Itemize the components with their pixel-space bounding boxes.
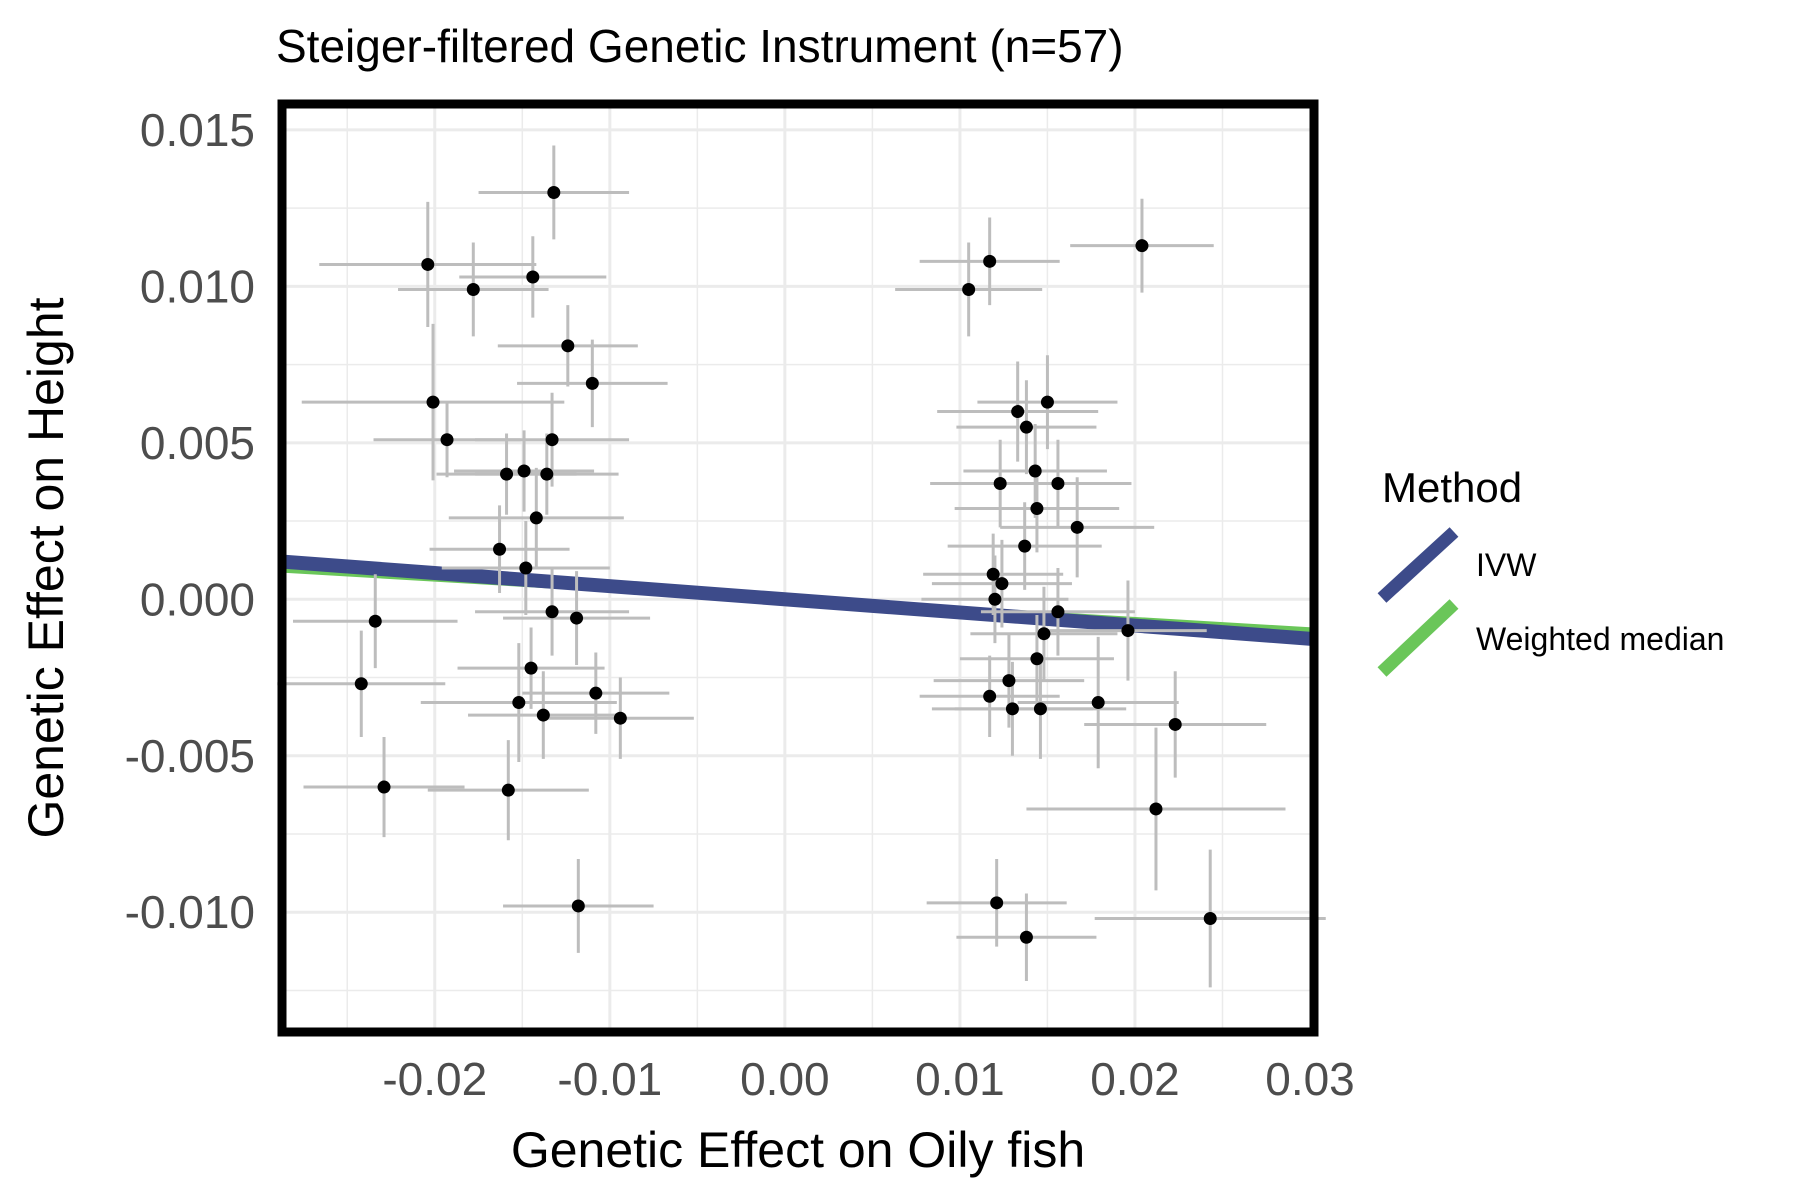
x-tick-label: -0.01 bbox=[557, 1053, 662, 1105]
data-point bbox=[993, 477, 1007, 491]
data-point bbox=[1051, 477, 1065, 491]
data-point bbox=[547, 185, 561, 199]
legend-title: Method bbox=[1382, 464, 1522, 511]
data-point bbox=[1018, 539, 1032, 553]
data-point bbox=[990, 896, 1004, 910]
y-tick-label: -0.010 bbox=[125, 886, 255, 938]
data-point bbox=[540, 467, 554, 481]
y-tick-label: 0.015 bbox=[140, 104, 255, 156]
data-point bbox=[1149, 802, 1163, 816]
data-point bbox=[571, 899, 585, 913]
data-point bbox=[1121, 624, 1135, 638]
data-point bbox=[517, 464, 531, 478]
data-point bbox=[1168, 717, 1182, 731]
data-point bbox=[570, 611, 584, 625]
data-point bbox=[1070, 520, 1084, 534]
data-point bbox=[1135, 239, 1149, 253]
data-point bbox=[589, 686, 603, 700]
data-point bbox=[613, 711, 627, 725]
chart-title: Steiger-filtered Genetic Instrument (n=5… bbox=[276, 20, 1124, 72]
data-points bbox=[354, 185, 1217, 944]
x-tick-label: 0.00 bbox=[740, 1053, 830, 1105]
data-point bbox=[995, 577, 1009, 591]
data-point bbox=[500, 467, 514, 481]
data-point bbox=[536, 708, 550, 722]
data-point bbox=[1002, 674, 1016, 688]
x-tick-label: 0.02 bbox=[1090, 1053, 1180, 1105]
data-point bbox=[368, 614, 382, 628]
data-point bbox=[519, 561, 533, 575]
legend-label-ivw: IVW bbox=[1476, 547, 1537, 583]
data-point bbox=[1005, 702, 1019, 716]
data-point bbox=[529, 511, 543, 525]
data-point bbox=[493, 542, 507, 556]
data-point bbox=[1019, 930, 1033, 944]
data-point bbox=[526, 270, 540, 284]
x-tick-label: -0.02 bbox=[382, 1053, 487, 1105]
data-point bbox=[354, 677, 368, 691]
data-point bbox=[1030, 502, 1044, 516]
y-axis-title: Genetic Effect on Height bbox=[18, 297, 74, 838]
data-point bbox=[1033, 702, 1047, 716]
data-point bbox=[377, 780, 391, 794]
x-axis-title: Genetic Effect on Oily fish bbox=[511, 1122, 1085, 1178]
ivw-line bbox=[286, 554, 1310, 646]
data-point bbox=[524, 661, 538, 675]
data-point bbox=[426, 395, 440, 409]
data-point bbox=[988, 592, 1002, 606]
x-tick-label: 0.01 bbox=[915, 1053, 1005, 1105]
data-point bbox=[561, 339, 575, 353]
fit-lines bbox=[286, 554, 1310, 646]
data-point bbox=[1037, 627, 1051, 641]
y-tick-label: 0.005 bbox=[140, 417, 255, 469]
y-tick-label: 0.010 bbox=[140, 260, 255, 312]
data-point bbox=[962, 282, 976, 296]
data-point bbox=[983, 689, 997, 703]
x-tick-label: 0.03 bbox=[1265, 1053, 1355, 1105]
legend-key-weighted-median bbox=[1377, 599, 1459, 677]
data-point bbox=[983, 254, 997, 268]
data-point bbox=[440, 433, 454, 447]
data-point bbox=[1019, 420, 1033, 434]
data-point bbox=[501, 783, 515, 797]
data-point bbox=[466, 282, 480, 296]
x-tick-labels: -0.02 -0.01 0.00 0.01 0.02 0.03 bbox=[382, 1053, 1354, 1105]
y-tick-label: 0.000 bbox=[140, 573, 255, 625]
data-point bbox=[1030, 652, 1044, 666]
data-point bbox=[1040, 395, 1054, 409]
legend: Method IVW Weighted median bbox=[1377, 464, 1724, 677]
legend-label-weighted-median: Weighted median bbox=[1476, 621, 1724, 657]
data-point bbox=[1203, 911, 1217, 925]
data-point bbox=[1051, 605, 1065, 619]
data-point bbox=[1011, 405, 1025, 419]
data-point bbox=[512, 696, 526, 710]
legend-key-ivw bbox=[1377, 527, 1459, 603]
y-tick-label: -0.005 bbox=[125, 730, 255, 782]
data-point bbox=[545, 433, 559, 447]
data-point bbox=[986, 567, 1000, 581]
data-point bbox=[1091, 696, 1105, 710]
data-point bbox=[421, 257, 435, 271]
data-point bbox=[1028, 464, 1042, 478]
data-point bbox=[585, 376, 599, 390]
panel-border bbox=[277, 99, 1319, 1037]
y-tick-labels: -0.010 -0.005 0.000 0.005 0.010 0.015 bbox=[125, 104, 255, 938]
data-point bbox=[545, 605, 559, 619]
